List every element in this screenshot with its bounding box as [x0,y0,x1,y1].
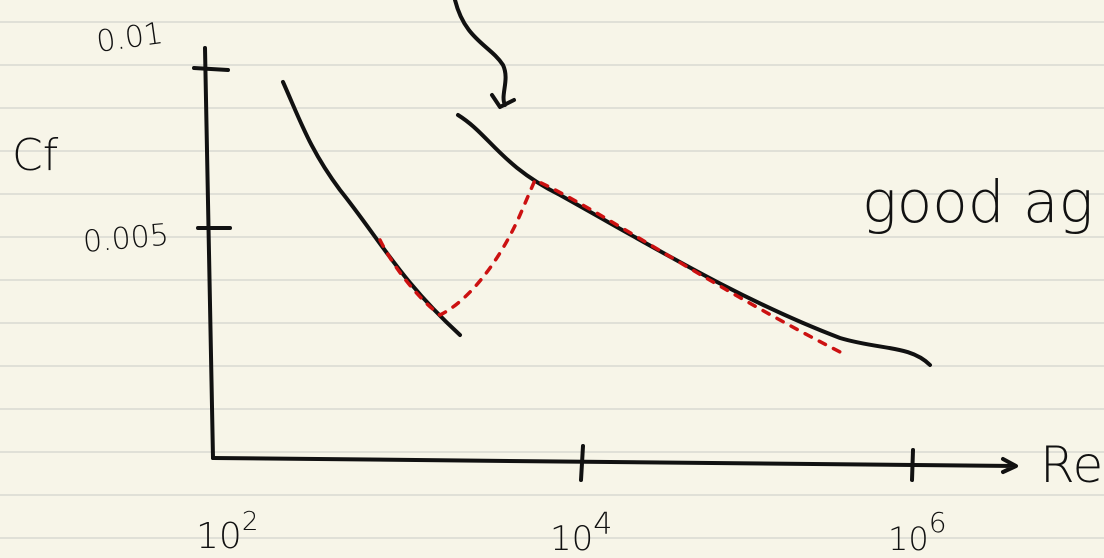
y-tick [194,68,228,70]
x-tick-label: 106 [888,506,947,558]
pointer-arrow [455,0,514,107]
x-axis-label: Re [1040,436,1103,494]
tick-exponent: 2 [242,507,259,537]
curve-turbulent [458,115,930,365]
y-axis [205,48,213,458]
tick-exponent: 4 [593,507,612,542]
annotation: good ag [862,168,1093,236]
tick-base: 10 [550,519,593,558]
tick-base: 10 [888,520,929,558]
y-tick-label: 0.005 [82,218,171,260]
sketch: 0.01 0.005 Cf Re 102 104 106 good ag [0,0,1104,558]
x-tick [581,446,583,480]
x-axis [213,458,1016,472]
page: 0.01 0.005 Cf Re 102 104 106 good ag (()… [0,0,1104,558]
x-tick-label: 104 [550,507,612,558]
tick-exponent: 6 [929,506,947,539]
curve-laminar [283,82,460,335]
x-tick-label: 102 [196,507,258,557]
x-tick [912,450,913,480]
tick-base: 10 [196,516,242,557]
y-axis-label: Cf [12,130,59,181]
